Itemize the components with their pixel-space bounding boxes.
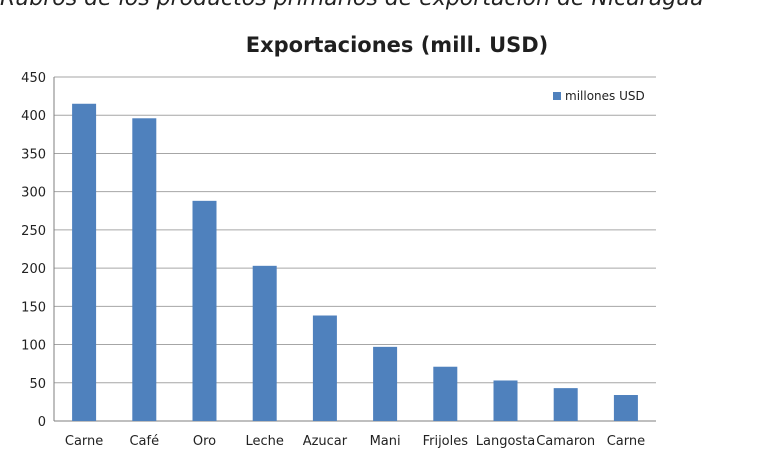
bar [132, 118, 157, 421]
x-tick-label: Langosta [476, 434, 536, 449]
y-tick-label: 200 [21, 262, 46, 277]
legend-label: millones USD [565, 89, 645, 103]
y-tick-label: 150 [21, 300, 46, 315]
y-tick-label: 350 [21, 147, 46, 162]
x-axis-ticks: Carne Café Oro Leche Azucar Mani Frijoles Lango… [65, 434, 645, 449]
bars [72, 103, 638, 421]
y-tick-label: 100 [21, 339, 46, 354]
y-tick-label: 50 [29, 377, 46, 392]
bar [553, 388, 578, 421]
x-tick-label: Frijoles [423, 434, 469, 449]
bar [433, 366, 458, 421]
x-tick-label: Carne [65, 434, 103, 449]
top-caption: Rubros de los productos primarios de exp… [0, 0, 774, 10]
y-tick-label: 0 [38, 415, 46, 430]
x-tick-label: Café [129, 434, 159, 449]
legend-swatch [553, 92, 561, 100]
x-tick-label: Oro [193, 434, 216, 449]
y-tick-label: 250 [21, 224, 46, 239]
bar [192, 200, 217, 421]
bar [72, 103, 97, 421]
legend: millones USD [553, 89, 645, 103]
y-tick-label: 300 [21, 186, 46, 201]
bar [252, 265, 277, 421]
x-tick-label: Mani [370, 434, 401, 449]
chart-title: Exportaciones (mill. USD) [246, 33, 549, 57]
x-tick-label: Carne [607, 434, 645, 449]
bar [493, 380, 518, 421]
bar [613, 395, 638, 421]
bar [373, 346, 398, 421]
y-tick-label: 400 [21, 109, 46, 124]
x-tick-label: Camaron [536, 434, 595, 449]
y-axis-ticks: 0 50 100 150 200 250 300 350 400 450 [21, 71, 46, 430]
y-tick-label: 450 [21, 71, 46, 86]
bar [312, 315, 337, 421]
x-tick-label: Leche [245, 434, 283, 449]
x-tick-label: Azucar [303, 434, 348, 449]
